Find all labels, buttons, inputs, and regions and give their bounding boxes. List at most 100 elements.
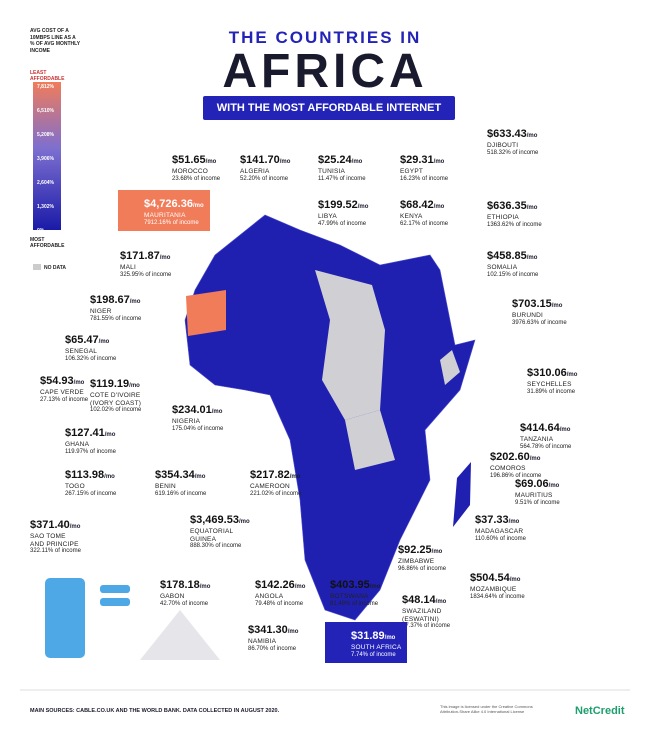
income-share: 16.23% of income (400, 175, 449, 182)
country-label: $3,469.53/mo EQUATORIAL GUINEA 888.30% of i… (190, 510, 250, 550)
period: /mo (194, 474, 206, 480)
country-label: $341.30/mo NAMIBIA 86.70% of income (248, 620, 298, 653)
country-name: (ESWATINI) (402, 615, 440, 623)
price-line: $29.31/mo (400, 150, 448, 168)
period: /mo (69, 524, 81, 530)
country-label: $127.41/mo GHANA 119.97% of income (65, 423, 116, 456)
country-name: TUNISIA (318, 168, 346, 176)
country-label: $92.25/mo ZIMBABWE 96.86% of income (398, 540, 446, 573)
country-label: $414.64/mo TANZANIA 564.78% of income (520, 418, 571, 451)
country-label: $198.67/mo NIGER 781.55% of income (90, 290, 141, 323)
country-label: $51.65/mo MOROCCO 23.68% of income (172, 150, 220, 183)
price: $703.15 (512, 298, 552, 310)
country-label: $504.54/mo MOZAMBIQUE 1834.64% of income (470, 568, 525, 601)
price: $37.33 (475, 514, 509, 526)
price-line: $141.70/mo (240, 150, 290, 168)
country-name: ZIMBABWE (398, 558, 435, 566)
income-share: 1834.64% of income (470, 593, 525, 600)
period: /mo (551, 303, 563, 309)
income-share: 27.13% of income (40, 396, 89, 403)
period: /mo (526, 133, 538, 139)
legend-bar (33, 82, 61, 230)
price: $25.24 (318, 154, 352, 166)
price-line: $414.64/mo (520, 418, 571, 436)
country-name: NAMIBIA (248, 638, 277, 646)
price: $3,469.53 (190, 514, 239, 526)
period: /mo (104, 474, 115, 480)
price-line: $504.54/mo (470, 568, 525, 586)
country-name: GHANA (65, 441, 90, 449)
price-line: $119.19/mo (90, 374, 141, 392)
country-label: $113.98/mo TOGO 267.15% of income (65, 465, 116, 498)
price-line: $92.25/mo (398, 540, 446, 558)
country-name: MALI (120, 264, 136, 272)
legend-top: LEAST AFFORDABLE (30, 70, 65, 82)
price: $458.85 (487, 250, 527, 262)
price-line: $633.43/mo (487, 124, 538, 142)
country-name: MAURITIUS (515, 492, 553, 500)
price: $29.31 (400, 154, 434, 166)
country-name: (IVORY COAST) (90, 399, 142, 407)
period: /mo (526, 205, 538, 211)
legend-tick-label: 7,812% (37, 84, 54, 90)
price: $234.01 (172, 404, 212, 416)
country-label: $171.87/mo MALI 325.95% of income (120, 246, 171, 279)
country-name: COTE D'IVOIRE (90, 392, 141, 400)
country-name: TANZANIA (520, 436, 554, 444)
income-share: 221.02% of income (250, 490, 302, 497)
price: $310.06 (527, 367, 567, 379)
no-data-swatch (33, 264, 41, 270)
income-share: 96.86% of income (398, 565, 447, 572)
country-name: NIGER (90, 308, 112, 316)
income-share: 79.48% of income (255, 600, 304, 607)
income-share: 52.20% of income (240, 175, 289, 182)
country-name: NIGERIA (172, 418, 201, 426)
income-share: 106.32% of income (65, 355, 117, 362)
period: /mo (192, 203, 204, 209)
income-share: 888.30% of income (190, 543, 242, 550)
legend-tick-label: 5,208% (37, 132, 54, 138)
price-line: $199.52/mo (318, 195, 368, 213)
income-share: 11.47% of income (318, 175, 366, 182)
period: /mo (508, 519, 520, 525)
period: /mo (433, 204, 445, 210)
country-label: $119.19/mo COTE D'IVOIRE (IVORY COAST) 102.… (90, 374, 141, 414)
country-label: $4,726.36/mo MAURITANIA 7912.16% of income (118, 190, 210, 231)
period: /mo (294, 584, 306, 590)
price: $54.93 (40, 375, 74, 387)
price-line: $234.01/mo (172, 400, 223, 418)
income-share: 322.11% of income (30, 548, 81, 555)
country-label: $202.60/mo COMOROS 196.86% of income (490, 447, 541, 480)
country-name: ANGOLA (255, 593, 284, 601)
period: /mo (98, 339, 110, 345)
country-label: $48.14/mo SWAZILAND (ESWATINI) 17.37% of in… (402, 590, 450, 630)
price: $127.41 (65, 427, 105, 439)
country-name: CAPE VERDE (40, 389, 84, 397)
income-share: 9.51% of income (515, 499, 560, 506)
period: /mo (548, 483, 560, 489)
legend-tick-label: 1,302% (37, 204, 54, 210)
country-name: COMOROS (490, 465, 526, 473)
country-name: EQUATORIAL (190, 528, 234, 536)
no-data-region (345, 410, 395, 470)
price-line: $636.35/mo (487, 196, 542, 214)
price: $141.70 (240, 154, 280, 166)
country-label: $403.95/mo BOTSWANA 81.48% of income (330, 575, 380, 608)
country-name: SWAZILAND (402, 608, 442, 616)
price-line: $341.30/mo (248, 620, 298, 638)
country-label: $217.82/mo CAMEROON 221.02% of income (250, 465, 301, 498)
price-line: $51.65/mo (172, 150, 220, 168)
country-label: $37.33/mo MADAGASCAR 110.60% of income (475, 510, 526, 543)
price: $217.82 (250, 469, 290, 481)
income-share: 110.60% of income (475, 535, 526, 542)
country-label: $458.85/mo SOMALIA 102.15% of income (487, 246, 538, 279)
legend-no-data: NO DATA (44, 265, 67, 271)
country-label: $141.70/mo ALGERIA 52.20% of income (240, 150, 290, 183)
country-label: $234.01/mo NIGERIA 175.04% of income (172, 400, 223, 433)
income-share: 781.55% of income (90, 315, 142, 322)
price: $636.35 (487, 200, 527, 212)
country-label: $65.47/mo SENEGAL 106.32% of income (65, 330, 116, 363)
period: /mo (435, 599, 447, 605)
legend-tick-label: 3,906% (37, 156, 54, 162)
